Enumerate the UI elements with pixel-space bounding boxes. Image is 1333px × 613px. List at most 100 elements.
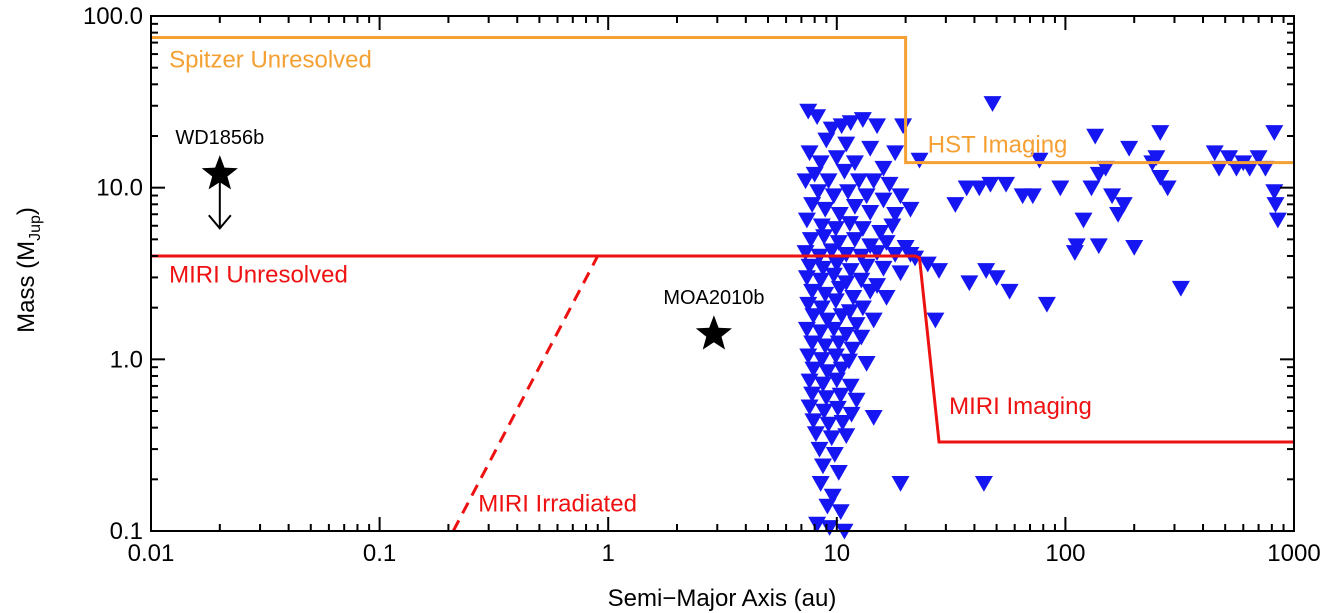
data-point-triangle xyxy=(815,229,834,245)
x-tick-label: 10 xyxy=(823,540,850,567)
data-point-triangle xyxy=(845,232,864,248)
data-point-triangle xyxy=(1249,150,1268,166)
data-point-triangle xyxy=(868,245,887,261)
y-tick-label: 1.0 xyxy=(110,346,143,373)
data-point-triangle xyxy=(843,341,862,358)
data-point-triangle xyxy=(1067,238,1086,255)
data-point-triangle xyxy=(803,197,822,213)
data-point-triangle xyxy=(835,163,854,180)
data-point-triangle xyxy=(864,312,883,329)
curve-annotation: MIRI Imaging xyxy=(949,393,1092,420)
curve-annotation: HST Imaging xyxy=(928,132,1068,159)
x-tick-label: 1 xyxy=(602,540,615,567)
data-point-triangle xyxy=(880,176,899,193)
data-point-triangle xyxy=(826,221,845,237)
data-point-triangle xyxy=(840,216,859,232)
data-point-triangle xyxy=(827,372,846,389)
data-point-triangle xyxy=(871,225,890,241)
data-point-triangle xyxy=(853,112,872,128)
data-point-triangle xyxy=(1082,180,1101,197)
data-point-triangle xyxy=(820,520,839,536)
x-tick-label: 0.1 xyxy=(363,540,396,567)
data-point-triangle xyxy=(868,118,887,135)
y-tick-label: 10.0 xyxy=(96,175,143,202)
data-point-triangle xyxy=(809,184,828,201)
data-point-triangle xyxy=(1265,125,1284,141)
data-point-triangle xyxy=(1051,180,1070,197)
y-tick-label: 100.0 xyxy=(83,3,143,30)
y-axis-title-sub: Jup xyxy=(27,215,44,241)
data-point-triangle xyxy=(822,121,841,138)
data-point-triangle xyxy=(1125,239,1144,256)
data-point-triangle xyxy=(910,152,929,169)
limit-curve xyxy=(151,35,1294,165)
data-point-triangle xyxy=(891,475,910,492)
data-point-triangle xyxy=(926,312,945,329)
data-point-triangle xyxy=(796,173,815,190)
data-point-triangle xyxy=(816,286,835,303)
data-point-triangle xyxy=(1256,160,1275,177)
data-point-triangle xyxy=(819,173,838,190)
data-point-triangle xyxy=(997,176,1016,193)
data-point-triangle xyxy=(839,353,858,370)
data-point-triangle xyxy=(812,218,831,235)
data-point-triangle xyxy=(886,145,905,162)
data-point-triangle xyxy=(799,348,818,365)
data-point-triangle xyxy=(811,155,830,172)
data-point-triangle xyxy=(837,428,856,445)
limit-curve xyxy=(151,254,1294,444)
data-point-triangle xyxy=(833,415,852,431)
data-point-triangle xyxy=(800,145,819,162)
data-point-triangle xyxy=(1096,160,1115,177)
data-point-triangle xyxy=(817,132,836,149)
data-point-triangle xyxy=(852,272,871,289)
data-point-triangle xyxy=(827,150,846,166)
data-point-triangle xyxy=(832,361,851,378)
data-point-triangle xyxy=(847,317,866,333)
data-point-triangle xyxy=(822,243,841,260)
data-point-triangle xyxy=(829,235,848,251)
data-point-triangle xyxy=(818,312,837,329)
data-point-triangle xyxy=(849,173,868,190)
y-axis-title: Mass (MJup) xyxy=(13,207,44,333)
data-point-triangle xyxy=(829,335,848,352)
data-point-triangle xyxy=(826,293,845,310)
data-point-triangle xyxy=(930,263,949,279)
data-point-triangle xyxy=(894,118,913,135)
data-point-triangle xyxy=(1037,296,1056,313)
data-point-triangle xyxy=(804,413,823,430)
data-point-triangle xyxy=(864,173,883,190)
data-point-triangle xyxy=(1086,128,1105,145)
data-point-triangle xyxy=(974,475,993,492)
data-point-triangle xyxy=(1023,188,1042,205)
limit-curves xyxy=(151,35,1294,532)
data-point-triangle xyxy=(857,188,876,205)
data-point-triangle xyxy=(847,392,866,409)
data-point-triangle xyxy=(841,115,860,131)
data-point-triangle xyxy=(1151,125,1170,141)
data-point-triangle xyxy=(803,335,822,352)
data-point-triangle xyxy=(983,96,1002,112)
data-point-triangle xyxy=(796,245,815,261)
data-point-triangle xyxy=(828,400,847,417)
data-point-triangle xyxy=(816,201,835,218)
curve-annotation: MIRI Irradiated xyxy=(478,490,637,517)
data-point-triangle xyxy=(799,296,818,313)
data-point-triangle xyxy=(841,263,860,279)
data-point-triangle xyxy=(819,416,838,433)
data-point-triangle xyxy=(1205,145,1224,162)
data-point-triangle xyxy=(957,180,976,197)
annotations: Spitzer Unresolved HST Imaging MIRI Unreso… xyxy=(169,47,1092,518)
data-point-triangle xyxy=(853,221,872,237)
data-point-triangle xyxy=(1240,160,1259,177)
y-axis-title-end: ) xyxy=(13,207,40,215)
data-point-triangle xyxy=(891,188,910,205)
data-marks xyxy=(796,96,1287,540)
data-point-triangle xyxy=(1089,238,1108,255)
star-label: MOA2010b xyxy=(663,287,764,309)
data-point-triangle xyxy=(1103,188,1122,205)
data-point-triangle xyxy=(823,488,842,505)
data-point-triangle xyxy=(844,290,863,306)
data-point-triangle xyxy=(817,390,836,406)
data-point-triangle xyxy=(1171,280,1190,297)
